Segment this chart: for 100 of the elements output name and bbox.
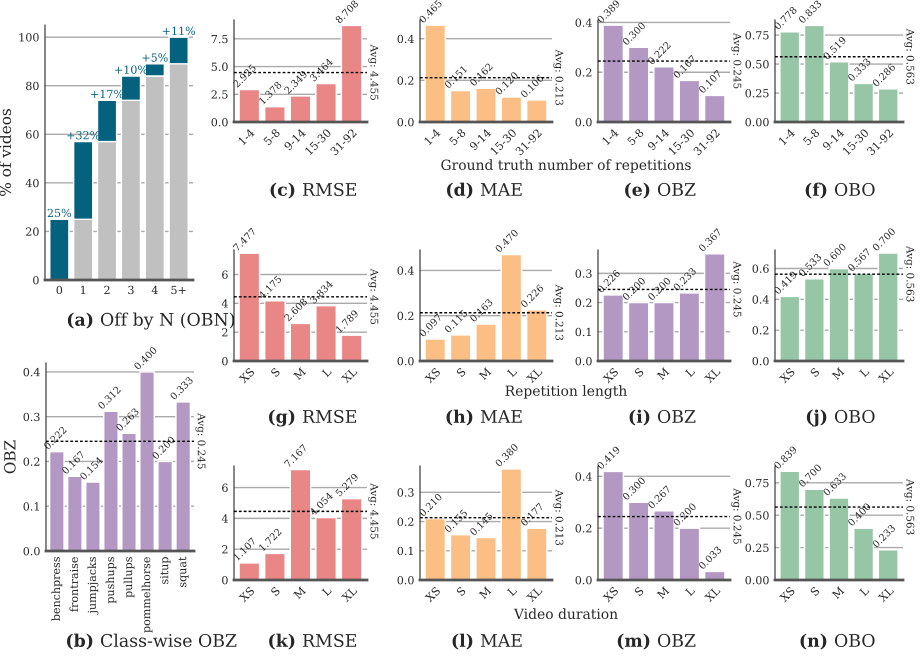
bar [653, 510, 675, 580]
x-tick-label: M [656, 586, 670, 600]
y-tick-label: 6 [222, 484, 228, 492]
text: (b) Class-wise OBZ [67, 634, 236, 650]
ref-line-label: Avg: 0.245 [731, 488, 742, 544]
y-tick-label: 0.2 [398, 76, 414, 85]
y-tick-label: 0.0 [576, 576, 592, 584]
x-tick-label: XL [526, 586, 543, 602]
x-tick-label: 1 [81, 286, 86, 294]
bar [121, 432, 137, 551]
bar [450, 534, 472, 580]
bar [878, 252, 899, 361]
data-label: 25% [48, 208, 72, 218]
x-tick-label: jumpjacks [87, 557, 98, 615]
y-tick-label: 0.2 [576, 524, 592, 533]
x-tick-label: L [322, 366, 332, 378]
x-tick-label: 4 [152, 286, 158, 294]
bar [779, 31, 800, 122]
bar [450, 90, 472, 122]
text: (k) RMSE [269, 634, 356, 650]
y-tick-label: 0.4 [752, 295, 769, 304]
x-tick-label: XS [238, 367, 255, 384]
y-tick-label: 0.2 [576, 68, 592, 77]
x-tick-label: XS [424, 586, 441, 603]
y-tick-label: 0.0 [576, 118, 592, 126]
x-tick-label: frontraise [70, 557, 78, 612]
bar [238, 88, 260, 122]
x-tick-label: L [859, 366, 870, 378]
bar [475, 536, 497, 580]
bar [678, 80, 700, 122]
bar [340, 334, 363, 361]
y-tick-label: 0.50 [745, 511, 769, 520]
text: (m) OBZ [618, 634, 696, 650]
y-tick-label: 6 [222, 270, 228, 279]
bar [804, 488, 825, 580]
y-tick-label: 0.25 [745, 89, 769, 98]
x-tick-label: situp [160, 557, 170, 584]
bar [878, 549, 899, 580]
text: (i) OBZ [630, 410, 696, 426]
bar [853, 82, 874, 122]
x-axis-title: Ground truth number of repetitions [441, 159, 691, 173]
y-tick-label: 0 [222, 356, 228, 366]
text: (l) MAE [452, 634, 522, 650]
bar [878, 88, 899, 122]
bar [853, 527, 874, 580]
bar [340, 24, 363, 122]
bar [450, 334, 472, 361]
y-tick-label: 0.0 [398, 118, 414, 126]
x-tick-label: M [293, 586, 306, 600]
bar [238, 252, 260, 361]
data-label: +5% [142, 53, 168, 62]
x-tick-label: M [832, 586, 845, 600]
bar [678, 527, 700, 580]
bar [315, 305, 338, 361]
x-tick-label: XS [238, 586, 255, 603]
x-tick-label: S [810, 367, 820, 378]
bar [602, 24, 624, 122]
y-tick-label: 0.4 [24, 368, 40, 376]
x-tick-label: 5+ [171, 286, 186, 294]
bar [779, 296, 800, 361]
y-tick-label: 0.1 [576, 328, 591, 336]
bar [475, 323, 497, 361]
bar [315, 516, 338, 580]
bar [628, 46, 650, 122]
y-tick-label: 60 [26, 130, 39, 139]
y-tick-label: 0.6 [752, 264, 769, 273]
x-tick-label: M [656, 367, 670, 380]
text: (a) Off by N (OBN) [68, 312, 234, 330]
bar [500, 468, 522, 580]
bar [628, 502, 650, 580]
y-tick-label: 0.0 [24, 546, 40, 556]
y-tick-label: 5.0 [212, 62, 228, 71]
bar [704, 253, 726, 361]
y-tick-label: 0.3 [398, 488, 414, 497]
y-tick-label: 80 [26, 82, 39, 90]
bar [602, 470, 624, 580]
y-tick-label: 0.0 [576, 356, 592, 366]
x-tick-label: pullups [124, 557, 134, 598]
text: (d) MAE [447, 182, 522, 198]
x-tick-label: M [832, 367, 845, 380]
x-tick-label: pommelhorse [142, 557, 152, 633]
x-tick-label: XS [424, 367, 441, 384]
bar [315, 82, 338, 122]
ref-line-label: Avg: 0.213 [553, 490, 564, 546]
y-axis-title: OBZ [4, 440, 16, 474]
x-tick-label: L [506, 366, 518, 378]
ref-line-label: Avg: 0.245 [731, 32, 742, 88]
x-tick-label: XL [341, 586, 358, 602]
bar [828, 61, 850, 122]
x-tick-label: L [684, 366, 696, 378]
x-tick-label: XL [878, 586, 894, 602]
x-tick-label: L [859, 586, 870, 596]
bar [804, 24, 825, 122]
y-tick-label: 0.00 [745, 576, 769, 584]
y-tick-label: 0.3 [24, 412, 40, 422]
bar [290, 468, 312, 580]
x-tick-label: 3 [128, 286, 134, 294]
x-tick-label: 5-8 [802, 128, 820, 146]
bar [290, 95, 312, 122]
x-tick-label: L [322, 586, 332, 596]
